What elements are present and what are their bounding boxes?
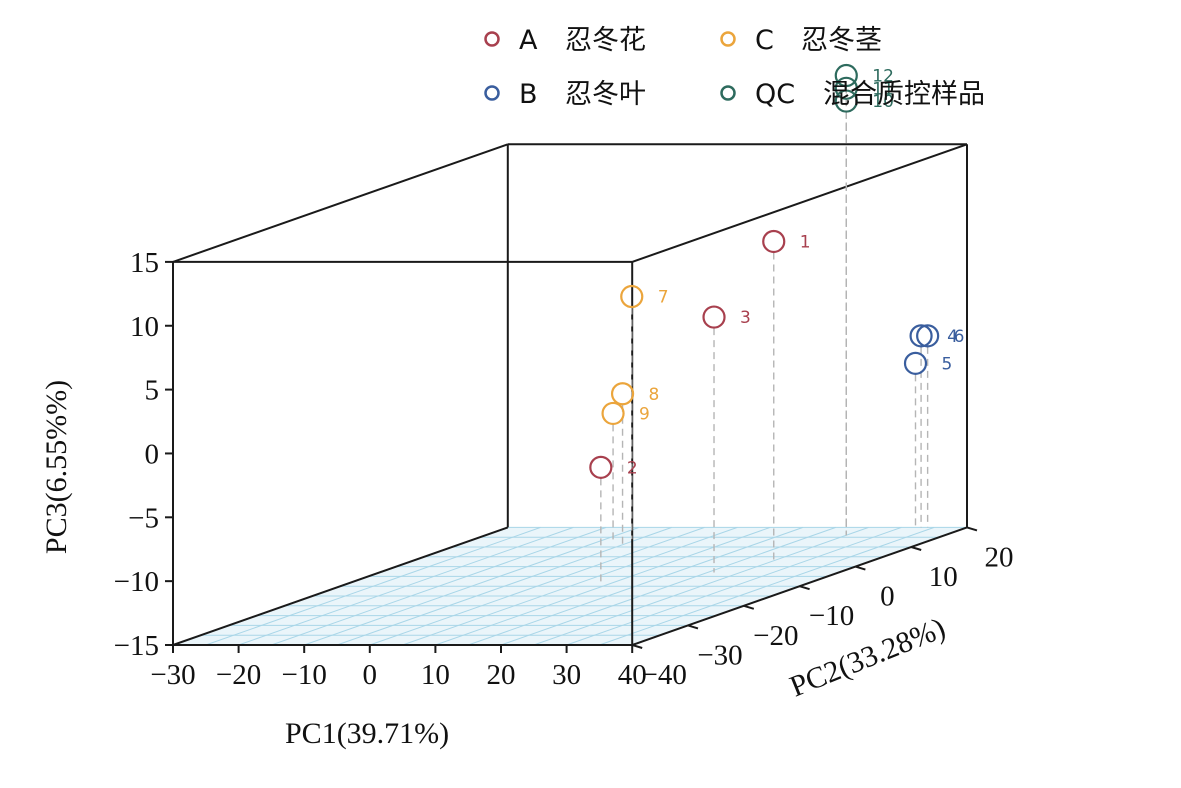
data-point [610,382,635,406]
y-tick-mark [855,565,866,571]
y-tick-mark [631,644,643,649]
point-label: 7 [658,288,669,308]
y-tick-label: −10 [809,600,854,632]
legend-label: 忍冬茎 [801,25,882,56]
y-tick-label: 0 [880,581,895,613]
z-tick-label: −15 [114,630,159,662]
y-tick-label: 10 [929,561,958,593]
legend-marker [720,31,736,47]
data-point [620,284,644,309]
point-label: 12 [872,67,894,87]
x-tick-label: 40 [618,659,647,691]
point-label: 6 [954,327,965,347]
point-label: 10 [872,92,894,112]
box-edge [172,143,509,263]
y-tick-label: −30 [697,639,742,671]
data-point [762,229,786,254]
y-tick-mark [799,585,810,591]
data-point [909,324,933,348]
y-tick-mark [687,624,699,630]
y-tick-label: −40 [642,659,687,691]
x-axis-title: PC1(39.71%) [285,717,449,750]
data-point [834,89,858,113]
data-point [589,455,613,479]
point-label: 3 [740,308,751,328]
legend-letter: B [519,79,538,110]
y-tick-label: 20 [985,541,1014,573]
legend-marker [720,85,736,101]
legend-letter: QC [755,79,795,110]
data-point [702,305,726,329]
y-tick-label: −20 [753,620,798,652]
x-tick-label: −20 [216,659,261,691]
z-tick-label: −10 [114,566,159,598]
x-tick-label: 20 [487,659,516,691]
point-label: 8 [649,385,660,405]
y-tick-mark [910,546,922,551]
legend-label: 忍冬叶 [565,79,646,110]
point-label: 4 [947,327,958,347]
point-label: 5 [942,354,953,374]
data-point [903,351,928,375]
point-label: 2 [627,458,638,478]
x-tick-label: −30 [150,659,195,691]
point-label: 9 [639,404,650,424]
y-tick-mark [966,526,978,532]
y-tick-mark [743,604,755,610]
legend-marker [484,31,500,47]
point-label: 11 [872,79,894,99]
legend-letter: A [519,25,538,56]
x-tick-label: 30 [552,659,581,691]
drop-lines [600,86,929,583]
legend-label: 混合质控样品 [823,79,985,110]
floor-grid [172,526,968,646]
point-label: 1 [800,232,811,252]
z-tick-label: 0 [145,438,160,470]
data-point [601,401,625,426]
legend-marker [484,85,500,101]
z-tick-label: 10 [130,311,159,343]
data-point [834,76,858,100]
z-tick-label: 5 [145,375,160,407]
box-edge [631,143,968,263]
x-tick-label: −10 [282,659,327,691]
x-tick-label: 0 [363,659,378,691]
legend-letter: C [755,25,774,56]
z-axis-title: PC3(6.55%%) [40,380,73,554]
z-tick-label: 15 [130,247,159,279]
data-point [916,324,940,348]
z-tick-label: −5 [128,502,159,534]
x-tick-label: 10 [421,659,450,691]
legend-label: 忍冬花 [565,25,646,56]
box-edge [172,526,509,646]
data-point [834,63,858,88]
legend: A 忍冬花 C 忍冬茎 B 忍冬叶 QC 混合质控样品 [484,25,985,110]
